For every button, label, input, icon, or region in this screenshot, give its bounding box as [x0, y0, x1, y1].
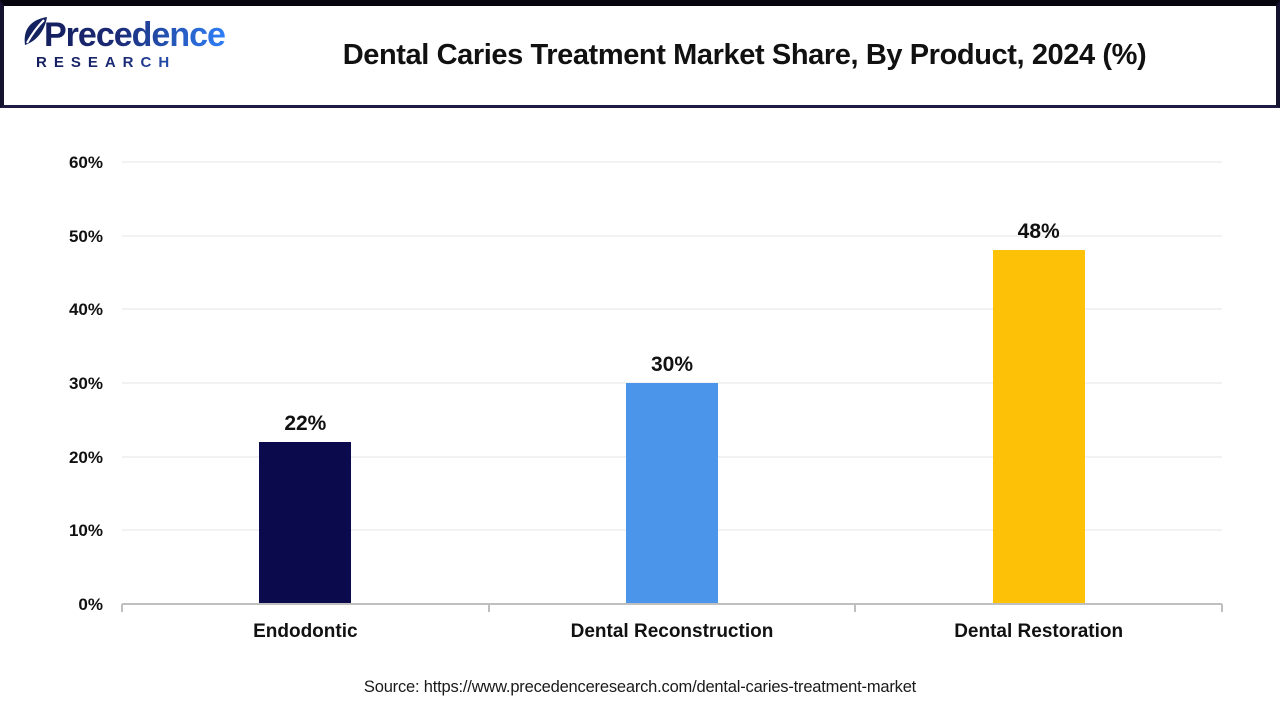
y-axis-tick-label: 20%	[68, 447, 103, 467]
source-text: Source: https://www.precedenceresearch.c…	[363, 678, 917, 696]
x-axis-category-label: Endodontic	[253, 621, 358, 642]
header: Precedence RESEARCH Dental Caries Treatm…	[0, 0, 1280, 108]
y-axis-tick-label: 10%	[68, 521, 103, 541]
x-axis-line	[122, 603, 1222, 605]
x-axis-category-label: Dental Reconstruction	[570, 621, 774, 642]
gridline	[122, 308, 1222, 311]
bar-dental-reconstruction	[626, 383, 718, 603]
bar-value-label: 48%	[1017, 220, 1060, 244]
precedence-research-logo: Precedence RESEARCH	[22, 16, 232, 71]
x-axis-tick	[121, 604, 123, 612]
y-axis-tick-label: 60%	[68, 153, 103, 172]
y-axis-tick-label: 0%	[78, 595, 103, 614]
logo-brand-row: Precedence	[22, 16, 232, 54]
x-axis-tick	[487, 604, 490, 612]
x-axis-tick	[854, 604, 857, 612]
y-axis-tick-label: 30%	[68, 374, 103, 393]
bar-endodontic	[259, 441, 352, 603]
bar-dental-restoration	[992, 250, 1085, 603]
y-axis-tick-label: 40%	[68, 300, 103, 320]
gridline	[122, 234, 1222, 237]
gridline	[122, 161, 1222, 163]
x-axis-tick	[1221, 604, 1223, 612]
logo-sub-text: RESEARCH	[36, 54, 232, 71]
y-axis-tick-label: 50%	[68, 226, 103, 246]
bar-value-label: 30%	[650, 353, 694, 376]
x-axis-category-label: Dental Restoration	[954, 621, 1124, 642]
chart-title: Dental Caries Treatment Market Share, By…	[342, 39, 1147, 71]
bar-value-label: 22%	[284, 411, 327, 435]
leaf-icon	[22, 16, 48, 48]
logo-brand-text: Precedence	[44, 16, 226, 54]
